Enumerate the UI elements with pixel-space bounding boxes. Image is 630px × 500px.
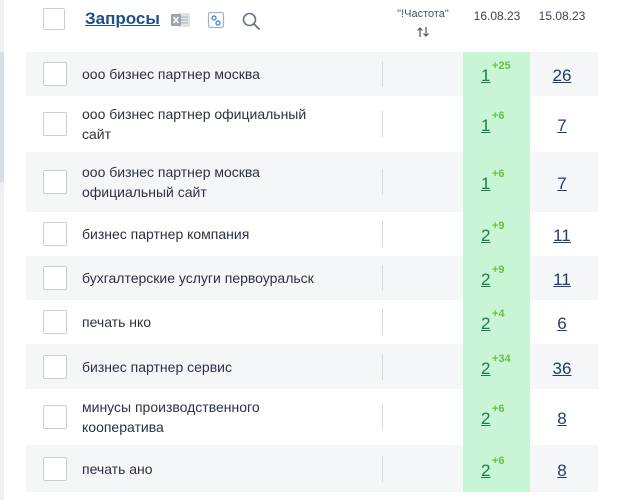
table-row[interactable]: ооо бизнес партнер москва официальный сай… (26, 152, 598, 212)
row-checkbox[interactable] (43, 112, 67, 136)
query-text: минусы производственного кооператива (82, 397, 372, 437)
position-link[interactable]: 2 (481, 314, 491, 333)
current-position-cell: 2 +34 (463, 344, 530, 389)
frequency-cell (382, 456, 383, 482)
query-text-line: ооо бизнес партнер москва (82, 66, 260, 82)
date-prev-header[interactable]: 15.08.23 (538, 9, 586, 23)
position-link[interactable]: 2 (481, 270, 491, 289)
query-text: ооо бизнес партнер официальный сайт (82, 104, 372, 144)
current-position-cell: 1 +6 (463, 96, 530, 152)
table-row[interactable]: ооо бизнес партнер официальный сайт 1 +6 7 (26, 96, 598, 152)
position-link[interactable]: 1 (481, 116, 491, 135)
table-row[interactable]: минусы производственного кооператива 2 +6 8 (26, 389, 598, 445)
query-text: бизнес партнер компания (82, 224, 372, 244)
query-text-line: ооо бизнес партнер официальный (82, 106, 307, 122)
left-panel-edge (0, 0, 4, 500)
queries-title-link[interactable]: Запросы (85, 9, 160, 28)
position-delta: +9 (492, 220, 505, 232)
position-delta: +6 (492, 455, 505, 467)
query-text: бизнес партнер сервис (82, 357, 372, 377)
row-checkbox[interactable] (43, 222, 67, 246)
query-text-line: официальный сайт (82, 184, 207, 200)
left-panel-scroll-handle[interactable] (0, 52, 4, 182)
query-text: ооо бизнес партнер москва официальный сай… (82, 162, 372, 202)
row-checkbox[interactable] (43, 310, 67, 334)
query-text-line: минусы производственного (82, 399, 260, 415)
table-row[interactable]: бизнес партнер компания 2 +9 11 (26, 212, 598, 256)
query-text-line: печать нко (82, 314, 152, 330)
previous-position-link[interactable]: 8 (557, 461, 567, 480)
row-checkbox[interactable] (43, 62, 67, 86)
row-checkbox[interactable] (43, 457, 67, 481)
row-checkbox[interactable] (43, 170, 67, 194)
position-delta: +6 (492, 403, 505, 415)
frequency-column-header[interactable]: "!Частота" (388, 8, 458, 38)
table-row[interactable]: бухгалтерские услуги первоуральск 2 +9 11 (26, 256, 598, 300)
position-delta: +34 (492, 353, 511, 365)
table-row[interactable]: бизнес партнер сервис 2 +34 36 (26, 344, 598, 389)
query-text-line: бизнес партнер сервис (82, 359, 232, 375)
frequency-cell (382, 111, 383, 137)
query-text-line: бухгалтерские услуги первоуральск (82, 270, 314, 286)
current-position-cell: 1 +6 (463, 152, 530, 212)
position-link[interactable]: 2 (481, 359, 491, 378)
current-position-cell: 1 +25 (463, 52, 530, 96)
query-text-line: ооо бизнес партнер москва (82, 164, 260, 180)
row-checkbox[interactable] (43, 266, 67, 290)
query-text: печать нко (82, 312, 372, 332)
position-link[interactable]: 2 (481, 461, 491, 480)
previous-position-link[interactable]: 26 (552, 66, 572, 85)
frequency-cell (382, 61, 383, 87)
select-all-checkbox[interactable] (43, 8, 65, 30)
query-text: бухгалтерские услуги первоуральск (82, 268, 372, 288)
frequency-cell (382, 404, 383, 430)
position-link[interactable]: 1 (481, 66, 491, 85)
table-row[interactable]: печать нко 2 +4 6 (26, 300, 598, 344)
current-position-cell: 2 +6 (463, 389, 530, 445)
query-text-line: сайт (82, 126, 112, 142)
search-icon[interactable] (241, 11, 261, 31)
position-link[interactable]: 1 (481, 174, 491, 193)
previous-position-link[interactable]: 11 (553, 226, 571, 245)
previous-position-link[interactable]: 7 (557, 116, 567, 135)
query-text: ооо бизнес партнер москва (82, 64, 372, 84)
columns-config-icon[interactable] (207, 11, 225, 29)
table-row[interactable]: ооо бизнес партнер москва 1 +25 26 (26, 52, 598, 96)
query-text-line: печать ано (82, 461, 153, 477)
sort-icon[interactable] (416, 26, 430, 38)
row-checkbox[interactable] (43, 405, 67, 429)
table-header: Запросы "!Частота" 16.08.23 15.08.23 (0, 0, 630, 52)
previous-position-link[interactable]: 11 (553, 270, 571, 289)
position-delta: +6 (492, 110, 505, 122)
position-delta: +9 (492, 264, 505, 276)
frequency-cell (382, 265, 383, 291)
previous-position-link[interactable]: 36 (552, 359, 572, 378)
position-link[interactable]: 2 (481, 409, 491, 428)
position-delta: +25 (492, 60, 511, 72)
date-current-header[interactable]: 16.08.23 (473, 9, 521, 23)
frequency-cell (382, 354, 383, 380)
query-text: печать ано (82, 459, 372, 479)
current-position-cell: 2 +6 (463, 445, 530, 492)
query-text-line: бизнес партнер компания (82, 226, 250, 242)
previous-position-link[interactable]: 7 (557, 174, 567, 193)
current-position-cell: 2 +9 (463, 212, 530, 256)
query-text-line: кооператива (82, 419, 164, 435)
frequency-cell (382, 169, 383, 195)
row-checkbox[interactable] (43, 355, 67, 379)
previous-position-link[interactable]: 8 (557, 409, 567, 428)
current-position-cell: 2 +9 (463, 256, 530, 300)
excel-icon[interactable] (171, 11, 191, 29)
frequency-cell (382, 221, 383, 247)
frequency-cell (382, 309, 383, 335)
previous-position-link[interactable]: 6 (557, 314, 567, 333)
frequency-label: "!Частота" (397, 8, 449, 20)
position-delta: +4 (492, 308, 505, 320)
query-table-body: ооо бизнес партнер москва 1 +25 26 ооо бизне… (26, 52, 598, 492)
position-link[interactable]: 2 (481, 226, 491, 245)
position-delta: +6 (492, 168, 505, 180)
table-row[interactable]: печать ано 2 +6 8 (26, 445, 598, 492)
current-position-cell: 2 +4 (463, 300, 530, 344)
